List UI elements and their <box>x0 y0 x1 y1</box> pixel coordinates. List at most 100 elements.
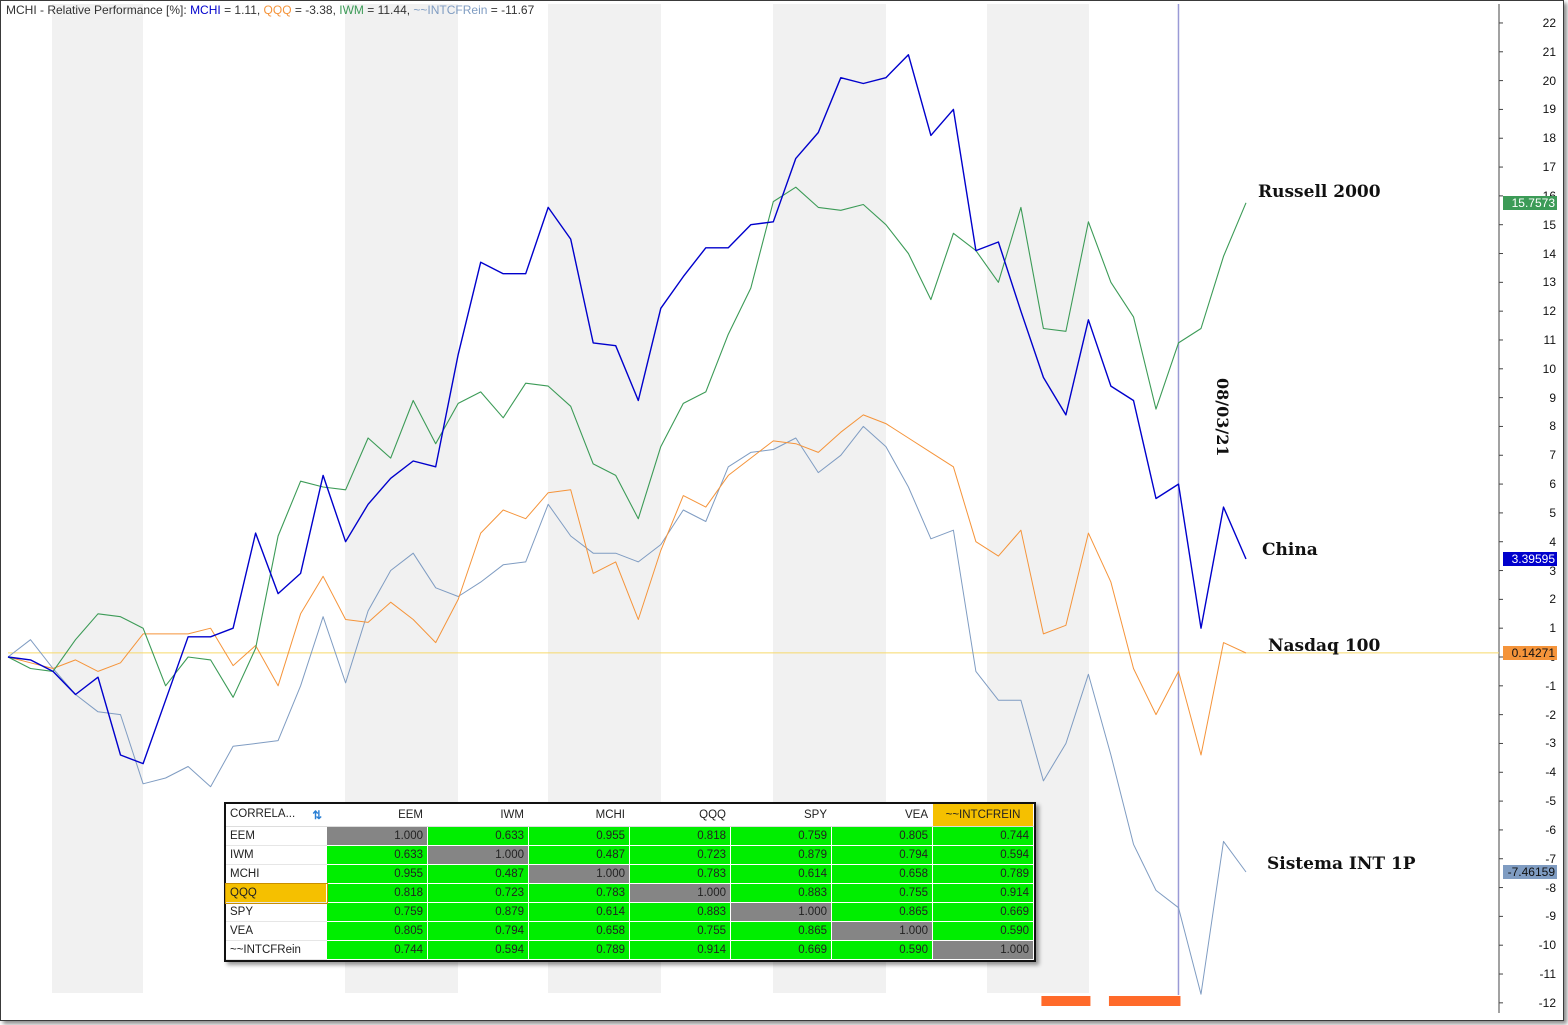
correlation-cell: 0.633 <box>326 845 428 865</box>
y-tick-label: 7 <box>1549 448 1556 463</box>
correlation-cell: 0.614 <box>730 864 832 884</box>
header-series-name: QQQ <box>263 3 292 17</box>
row-header-mchi[interactable]: MCHI <box>226 864 327 884</box>
correlation-cell: 1.000 <box>730 902 832 922</box>
last-value-badge-china: 3.39595 <box>1503 552 1557 567</box>
y-tick-label: -2 <box>1545 707 1556 722</box>
correlation-cell: 0.865 <box>831 902 933 922</box>
column-header-mchi[interactable]: MCHI <box>528 804 630 827</box>
y-tick-label: 13 <box>1542 275 1556 290</box>
chart-header: MCHI - Relative Performance [%]: MCHI = … <box>6 3 534 17</box>
column-header-vea[interactable]: VEA <box>831 804 933 827</box>
correlation-cell: 0.669 <box>730 940 832 960</box>
column-header-qqq[interactable]: QQQ <box>629 804 731 827</box>
column-header-eem[interactable]: EEM <box>326 804 428 827</box>
correlation-cell: 0.744 <box>326 940 428 960</box>
label-russell-2000: Russell 2000 <box>1258 182 1381 202</box>
correlation-cell: 0.723 <box>427 883 529 903</box>
table-row: QQQ 0.818 0.723 0.783 1.000 0.883 0.755 0.914 <box>225 882 1034 904</box>
correlation-cell: 0.955 <box>528 826 630 846</box>
correlation-cell: 0.794 <box>427 921 529 941</box>
correlation-cell: 0.865 <box>730 921 832 941</box>
correlation-cell: 0.914 <box>932 883 1034 903</box>
correlation-cell: 0.783 <box>629 864 731 884</box>
y-tick-label: -3 <box>1545 736 1556 751</box>
correlation-cell: 0.633 <box>427 826 529 846</box>
table-row: VEA 0.805 0.794 0.658 0.755 0.865 1.000 0.590 <box>226 921 1034 941</box>
y-tick-label: -7 <box>1545 851 1556 866</box>
correlation-cell: 0.818 <box>326 883 428 903</box>
y-tick-label: -12 <box>1538 995 1556 1010</box>
header-series-name: IWM <box>339 3 364 17</box>
correlation-cell: 0.759 <box>730 826 832 846</box>
correlation-table-panel[interactable]: CORRELA... ⇅ EEM IWM MCHI QQQ SPY VEA ~~INTCFRE… <box>224 802 1036 962</box>
y-tick-label: 21 <box>1542 44 1556 59</box>
y-tick-label: 3 <box>1549 563 1556 578</box>
table-row: IWM 0.633 1.000 0.487 0.723 0.879 0.794 0.594 <box>226 845 1034 865</box>
correlation-table: CORRELA... ⇅ EEM IWM MCHI QQQ SPY VEA ~~INTCFRE… <box>225 804 1034 960</box>
column-header-spy[interactable]: SPY <box>730 804 832 827</box>
correlation-cell: 0.879 <box>730 845 832 865</box>
label-china: China <box>1262 540 1318 560</box>
table-row: EEM 1.000 0.633 0.955 0.818 0.759 0.805 0.744 <box>226 826 1034 846</box>
correlation-cell: 0.805 <box>831 826 933 846</box>
column-header-iwm[interactable]: IWM <box>427 804 529 827</box>
row-header-iwm[interactable]: IWM <box>226 845 327 865</box>
table-row: ~~INTCFRein 0.744 0.594 0.789 0.914 0.669 0.59… <box>226 940 1034 960</box>
correlation-cell: 0.744 <box>932 826 1034 846</box>
y-tick-label: -1 <box>1545 678 1556 693</box>
correlation-corner-cell[interactable]: CORRELA... ⇅ <box>226 804 327 827</box>
y-tick-label: 6 <box>1549 477 1556 492</box>
header-prefix: MCHI - Relative Performance [%]: <box>6 3 191 17</box>
y-tick-label: 2 <box>1549 592 1556 607</box>
correlation-cell: 1.000 <box>629 883 731 903</box>
series-line-qqq <box>7 414 1247 756</box>
correlation-cell: 0.794 <box>831 845 933 865</box>
background-band-0 <box>52 4 143 993</box>
header-series-name: ~~INTCFRein <box>413 3 488 17</box>
correlation-cell: 0.818 <box>629 826 731 846</box>
row-header-vea[interactable]: VEA <box>226 921 327 941</box>
y-tick-label: -9 <box>1545 909 1556 924</box>
correlation-cell: 0.658 <box>528 921 630 941</box>
y-tick-label: 19 <box>1542 102 1556 117</box>
sort-arrow-icon[interactable]: ⇅ <box>312 810 322 822</box>
correlation-cell: 0.805 <box>326 921 428 941</box>
correlation-cell: 0.590 <box>932 921 1034 941</box>
correlation-cell: 0.594 <box>932 845 1034 865</box>
correlation-cell: 0.723 <box>629 845 731 865</box>
last-value-badge-sistema: -7.46159 <box>1503 865 1557 880</box>
y-tick-label: -11 <box>1539 967 1556 982</box>
correlation-cell: 0.883 <box>730 883 832 903</box>
y-tick-label: 18 <box>1542 131 1556 146</box>
y-tick-label: 15 <box>1542 217 1556 232</box>
correlation-cell: 0.883 <box>629 902 731 922</box>
header-series-value: = -11.67 <box>487 3 535 17</box>
header-series-value: = 11.44, <box>363 3 414 17</box>
y-tick-label: 12 <box>1542 304 1556 319</box>
y-tick-label: 11 <box>1543 332 1556 347</box>
correlation-cell: 0.789 <box>528 940 630 960</box>
correlation-cell: 1.000 <box>932 940 1034 960</box>
y-tick-label: 1 <box>1549 621 1556 636</box>
row-header-intcfrein[interactable]: ~~INTCFRein <box>226 940 327 960</box>
y-tick-label: 9 <box>1549 390 1556 405</box>
y-tick-label: -5 <box>1545 794 1556 809</box>
y-tick-label: -4 <box>1545 765 1556 780</box>
correlation-cell: 1.000 <box>831 921 933 941</box>
last-value-badge-russell: 15.7573 <box>1503 195 1557 210</box>
row-header-eem[interactable]: EEM <box>226 826 327 846</box>
row-header-spy[interactable]: SPY <box>226 902 327 922</box>
column-header-intcfrein[interactable]: ~~INTCFREIN <box>932 804 1034 827</box>
correlation-cell: 0.669 <box>932 902 1034 922</box>
correlation-cell: 0.594 <box>427 940 529 960</box>
correlation-cell: 0.487 <box>427 864 529 884</box>
correlation-cell: 1.000 <box>427 845 529 865</box>
correlation-cell: 0.755 <box>629 921 731 941</box>
correlation-cell: 0.879 <box>427 902 529 922</box>
table-row: MCHI 0.955 0.487 1.000 0.783 0.614 0.658 0.789 <box>226 864 1034 884</box>
y-tick-label: 4 <box>1549 534 1556 549</box>
correlation-cell: 0.783 <box>528 883 630 903</box>
row-header-qqq[interactable]: QQQ <box>225 882 328 904</box>
header-series-name: MCHI <box>190 3 221 17</box>
